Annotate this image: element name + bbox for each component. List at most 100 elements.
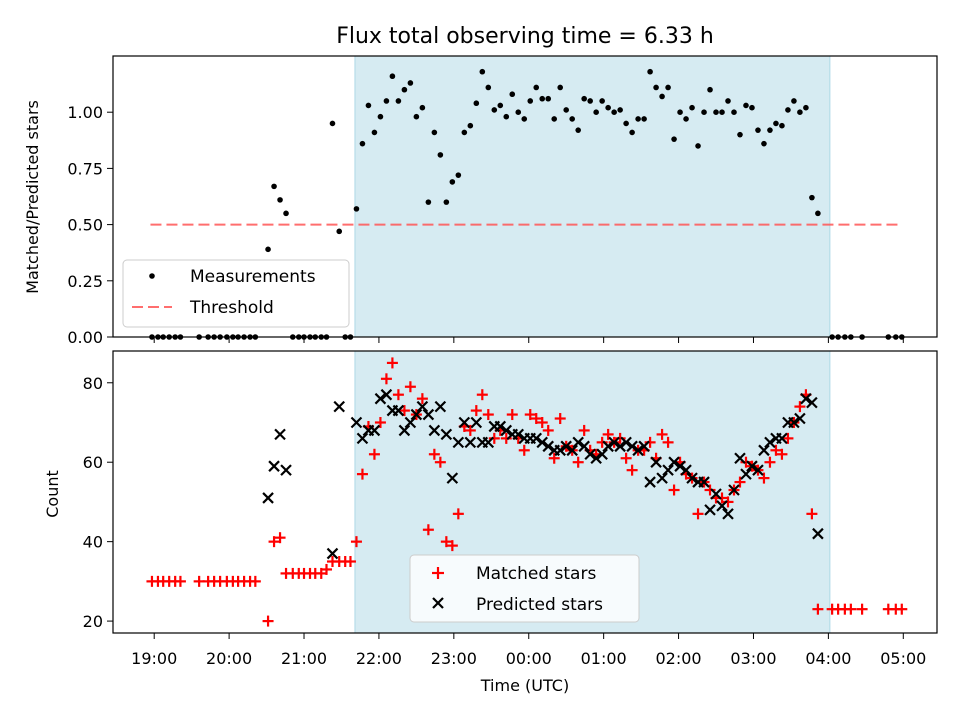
matched-star-point: [464, 424, 476, 436]
matched-star-point: [518, 444, 530, 456]
top-panel: 0.00 0.25 0.50 0.75 1.00 Matched/Predicted s…: [23, 55, 938, 347]
predicted-star-point: [274, 428, 286, 441]
measurement-point: [467, 122, 474, 129]
matched-star-point: [656, 428, 668, 440]
measurement-point: [497, 102, 504, 109]
matched-star-point: [722, 496, 734, 508]
top-legend: Measurements Threshold: [122, 259, 350, 328]
legend-measurement-marker: [149, 273, 155, 279]
predicted-star-point: [560, 440, 572, 453]
x-axis-label: Time (UTC): [480, 676, 569, 695]
predicted-star-point: [620, 436, 632, 449]
matched-star-point: [704, 484, 716, 496]
measurement-point: [797, 109, 803, 115]
predicted-star-point: [458, 416, 471, 429]
predicted-star-point: [722, 508, 734, 520]
predicted-star-point: [788, 416, 800, 429]
measurement-point: [395, 98, 402, 104]
bottom-y-tick-label: 20: [83, 612, 103, 631]
predicted-star-point: [464, 436, 477, 449]
predicted-star-point: [704, 504, 716, 516]
top-y-tick-label: 1.00: [67, 103, 103, 122]
matched-star-point: [614, 432, 626, 444]
matched-star-point: [356, 468, 368, 480]
measurement-point: [551, 116, 558, 122]
measurement-point: [653, 84, 659, 91]
predicted-star-point: [368, 424, 381, 437]
measurement-point: [581, 95, 587, 102]
measurement-point: [683, 116, 689, 122]
measurement-point: [557, 84, 564, 91]
measurement-point: [809, 194, 815, 201]
measurement-point: [731, 109, 737, 115]
matched-star-point: [398, 405, 410, 417]
matched-star-point: [488, 432, 500, 444]
predicted-star-point: [746, 460, 758, 472]
measurement-point: [377, 113, 384, 120]
matched-star-point: [542, 424, 554, 436]
measurement-point: [539, 95, 546, 102]
top-y-tick-label: 0.75: [67, 159, 103, 178]
x-tick-label: 05:00: [880, 649, 926, 668]
matched-star-point: [428, 448, 440, 460]
measurement-point: [503, 113, 510, 120]
measurement-point: [383, 98, 390, 104]
measurement-point: [336, 228, 343, 235]
predicted-star-point: [422, 408, 435, 421]
measurement-point: [803, 104, 809, 111]
matched-star-point: [368, 448, 380, 460]
predicted-star-point: [512, 428, 525, 441]
matched-star-point: [434, 456, 446, 468]
matched-star-point: [380, 373, 392, 385]
top-y-tick-label: 0.50: [67, 216, 103, 235]
measurement-point: [677, 109, 683, 115]
measurement-point: [425, 199, 432, 205]
predicted-star-point: [326, 547, 339, 560]
matched-star-point: [374, 416, 386, 428]
bottom-y-tick-label: 40: [83, 533, 103, 552]
measurement-point: [277, 197, 283, 203]
measurement-point: [791, 98, 797, 104]
predicted-stars-points: [262, 388, 824, 560]
measurement-point: [737, 131, 743, 138]
predicted-star-point: [602, 440, 614, 453]
bottom-y-axis-label: Count: [43, 470, 62, 518]
matched-star-point: [782, 432, 794, 444]
matched-star-point: [716, 492, 728, 504]
measurement-point: [755, 127, 761, 133]
predicted-star-point: [710, 488, 722, 500]
measurement-point: [371, 129, 378, 136]
matched-star-point: [350, 536, 362, 548]
matched-star-point: [548, 452, 560, 464]
matched-star-point: [602, 428, 614, 440]
measurement-point: [491, 107, 498, 113]
legend-predicted-marker: [432, 597, 444, 609]
measurement-point: [761, 140, 767, 147]
matched-star-point: [482, 409, 494, 421]
predicted-star-point: [416, 400, 429, 413]
measurement-point: [437, 152, 444, 158]
predicted-star-point: [716, 500, 728, 512]
predicted-star-point: [740, 468, 752, 480]
measurement-point: [671, 136, 677, 142]
matched-star-point: [770, 444, 782, 456]
predicted-star-point: [566, 444, 578, 457]
measurement-point: [719, 109, 725, 115]
predicted-star-point: [806, 396, 818, 409]
x-tick-label: 01:00: [581, 649, 627, 668]
predicted-star-point: [494, 420, 507, 433]
predicted-star-point: [686, 472, 698, 484]
matched-star-point: [692, 508, 704, 520]
measurement-point: [527, 98, 534, 104]
measurement-point: [623, 120, 629, 127]
matched-star-point: [662, 436, 674, 448]
measurement-point: [749, 104, 755, 111]
matched-star-point: [470, 405, 482, 417]
measurement-point: [419, 104, 426, 111]
measurement-point: [587, 98, 593, 104]
predicted-star-point: [674, 460, 686, 472]
predicted-star-point: [380, 388, 393, 401]
x-tick-label: 20:00: [206, 649, 252, 668]
predicted-star-point: [632, 444, 644, 457]
